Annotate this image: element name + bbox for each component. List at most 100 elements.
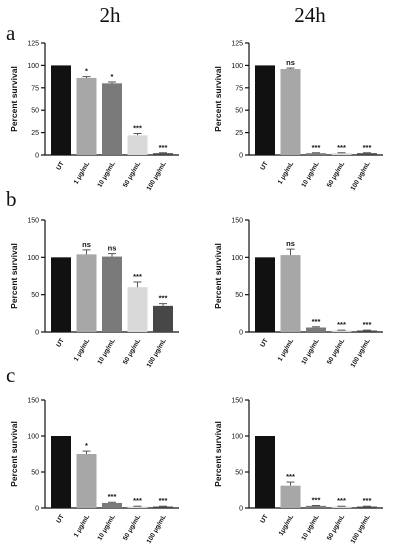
category-label: 100 μg/mL bbox=[146, 337, 168, 368]
y-tick-label: 150 bbox=[231, 218, 243, 225]
significance-label: * bbox=[85, 441, 88, 450]
y-axis-title: Percent survival bbox=[9, 421, 19, 487]
y-axis-title: Percent survival bbox=[213, 66, 223, 132]
significance-label: *** bbox=[159, 143, 168, 152]
category-label: UT bbox=[55, 160, 65, 171]
bar-4 bbox=[357, 153, 377, 155]
significance-label: * bbox=[85, 67, 88, 76]
category-label: 1 μg/mL bbox=[277, 160, 296, 185]
significance-label: *** bbox=[133, 496, 142, 505]
y-tick-label: 150 bbox=[27, 218, 39, 225]
category-label: 50 μg/mL bbox=[326, 337, 346, 365]
significance-label: *** bbox=[337, 496, 346, 505]
y-tick-label: 0 bbox=[239, 153, 243, 160]
bar-3 bbox=[331, 153, 352, 155]
y-tick-label: 50 bbox=[31, 292, 39, 299]
bar-2 bbox=[102, 256, 122, 332]
significance-label: *** bbox=[108, 492, 117, 501]
bar-2 bbox=[306, 327, 326, 332]
y-tick-label: 150 bbox=[231, 398, 243, 405]
category-label: UT bbox=[259, 337, 269, 348]
y-tick-label: 125 bbox=[231, 41, 243, 48]
y-tick-label: 50 bbox=[235, 470, 243, 477]
bar-2 bbox=[306, 505, 326, 508]
bar-1 bbox=[76, 254, 97, 332]
category-label: 1 μg/mL bbox=[73, 337, 92, 362]
y-axis-title: Percent survival bbox=[213, 421, 223, 487]
significance-label: *** bbox=[133, 123, 142, 132]
bar-1 bbox=[280, 255, 301, 332]
category-label: 50 μg/mL bbox=[122, 513, 142, 541]
y-tick-label: 50 bbox=[235, 292, 243, 299]
y-tick-label: 0 bbox=[239, 506, 243, 513]
bar-4 bbox=[357, 506, 377, 508]
significance-label: *** bbox=[133, 272, 142, 281]
significance-label: * bbox=[111, 72, 114, 81]
bar-1 bbox=[280, 68, 301, 155]
panel-letter-c: c bbox=[6, 363, 15, 387]
category-label: 1μg/mL bbox=[278, 513, 296, 537]
bar-0 bbox=[51, 257, 71, 332]
bar-2 bbox=[102, 502, 122, 508]
column-header-2h: 2h bbox=[100, 3, 122, 27]
category-label: 1 μg/mL bbox=[277, 337, 296, 362]
category-label: 10 μg/mL bbox=[300, 513, 320, 541]
category-label: 100 μg/mL bbox=[146, 513, 168, 544]
significance-label: *** bbox=[312, 317, 321, 326]
y-tick-label: 0 bbox=[239, 330, 243, 337]
significance-label: ns bbox=[286, 239, 295, 248]
y-axis-title: Percent survival bbox=[9, 66, 19, 132]
significance-label: *** bbox=[363, 143, 372, 152]
bar-3 bbox=[127, 506, 148, 508]
category-label: 10 μg/mL bbox=[300, 337, 320, 365]
y-tick-label: 75 bbox=[235, 85, 243, 92]
y-tick-label: 0 bbox=[35, 153, 39, 160]
category-label: 10 μg/mL bbox=[96, 160, 116, 188]
category-label: UT bbox=[259, 513, 269, 524]
category-label: UT bbox=[259, 160, 269, 171]
charts-layer: 0 25 50 75 100 125 Percent survival UT * 1 μg/mL *… bbox=[9, 41, 383, 545]
y-axis-title: Percent survival bbox=[213, 243, 223, 309]
category-label: 1 μg/mL bbox=[73, 513, 92, 538]
bar-0 bbox=[255, 257, 275, 332]
bar-4 bbox=[357, 330, 377, 332]
y-tick-label: 150 bbox=[27, 398, 39, 405]
category-label: 10 μg/mL bbox=[96, 337, 116, 365]
y-tick-label: 50 bbox=[235, 108, 243, 115]
bar-3 bbox=[127, 287, 148, 332]
bar-3 bbox=[331, 330, 352, 332]
panel-letter-a: a bbox=[6, 21, 16, 45]
y-tick-label: 75 bbox=[31, 85, 39, 92]
chart-a-2h: 0 25 50 75 100 125 Percent survival UT * 1 μg/mL *… bbox=[9, 41, 179, 192]
y-tick-label: 25 bbox=[31, 130, 39, 137]
bar-2 bbox=[306, 153, 326, 155]
chart-b-2h: 0 50 100 150 Percent survival UT ns 1 μg/mL ns 10… bbox=[9, 218, 179, 369]
y-tick-label: 125 bbox=[27, 41, 39, 48]
significance-label: ns bbox=[108, 244, 117, 253]
bar-1 bbox=[76, 77, 97, 155]
significance-label: ns bbox=[82, 240, 91, 249]
bar-4 bbox=[153, 153, 173, 155]
category-label: 50 μg/mL bbox=[326, 513, 346, 541]
significance-label: *** bbox=[363, 496, 372, 505]
y-tick-label: 0 bbox=[35, 330, 39, 337]
bar-1 bbox=[280, 485, 301, 508]
category-label: 10 μg/mL bbox=[300, 160, 320, 188]
y-tick-label: 100 bbox=[231, 255, 243, 262]
bar-3 bbox=[127, 135, 148, 155]
column-header-24h: 24h bbox=[294, 3, 326, 27]
bar-4 bbox=[153, 305, 173, 332]
category-label: 50 μg/mL bbox=[122, 337, 142, 365]
significance-label: *** bbox=[337, 320, 346, 329]
y-tick-label: 100 bbox=[27, 255, 39, 262]
chart-a-24h: 0 25 50 75 100 125 Percent survival UT ns 1 μg/mL… bbox=[213, 41, 383, 192]
chart-c-2h: 0 50 100 150 Percent survival UT * 1 μg/mL *** 10… bbox=[9, 398, 179, 545]
bar-0 bbox=[51, 65, 71, 155]
bar-0 bbox=[255, 65, 275, 155]
y-tick-label: 100 bbox=[231, 63, 243, 70]
bar-1 bbox=[76, 454, 97, 508]
category-label: UT bbox=[55, 337, 65, 348]
y-tick-label: 0 bbox=[35, 506, 39, 513]
category-label: 50 μg/mL bbox=[326, 160, 346, 188]
